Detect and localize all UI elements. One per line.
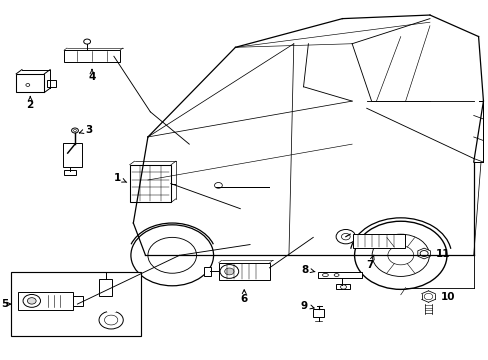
Circle shape [23,294,41,307]
FancyBboxPatch shape [352,234,405,248]
Circle shape [27,298,36,304]
Circle shape [335,229,355,244]
Ellipse shape [322,273,327,276]
Circle shape [26,84,30,86]
Text: 6: 6 [240,290,247,304]
FancyBboxPatch shape [63,170,76,175]
Circle shape [424,293,432,300]
Circle shape [220,265,238,278]
FancyBboxPatch shape [64,50,120,62]
Circle shape [214,183,222,188]
Text: 11: 11 [435,248,449,258]
Circle shape [148,237,196,273]
FancyBboxPatch shape [16,74,44,93]
Text: 7: 7 [366,255,373,270]
Circle shape [73,130,76,132]
Text: 4: 4 [88,69,96,82]
Circle shape [340,285,346,289]
Circle shape [104,315,118,325]
FancyBboxPatch shape [11,272,141,336]
Text: 3: 3 [79,125,92,135]
FancyBboxPatch shape [18,292,73,310]
Text: 8: 8 [301,265,308,275]
Circle shape [71,128,78,133]
Polygon shape [417,248,429,259]
FancyBboxPatch shape [218,263,269,280]
Circle shape [83,39,90,44]
Text: 10: 10 [440,292,454,302]
Text: 5: 5 [1,299,9,309]
FancyBboxPatch shape [99,279,112,296]
FancyBboxPatch shape [318,272,361,278]
FancyBboxPatch shape [47,80,56,87]
Circle shape [341,233,349,240]
Circle shape [224,268,234,275]
Text: 9: 9 [300,301,307,311]
Circle shape [131,225,213,286]
FancyBboxPatch shape [336,284,350,289]
FancyBboxPatch shape [203,267,210,276]
FancyBboxPatch shape [73,296,82,306]
Circle shape [419,251,427,256]
Circle shape [99,311,123,329]
Text: 2: 2 [26,96,34,110]
FancyBboxPatch shape [313,310,323,318]
Circle shape [387,246,413,265]
FancyBboxPatch shape [129,165,171,202]
FancyBboxPatch shape [62,143,82,167]
Circle shape [354,221,446,289]
Text: 1: 1 [114,173,126,183]
Ellipse shape [333,274,338,276]
Circle shape [371,234,428,276]
